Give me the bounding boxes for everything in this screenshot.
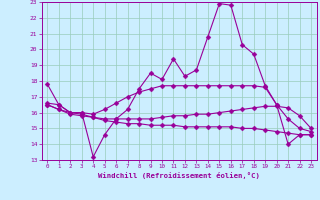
X-axis label: Windchill (Refroidissement éolien,°C): Windchill (Refroidissement éolien,°C) (98, 172, 260, 179)
